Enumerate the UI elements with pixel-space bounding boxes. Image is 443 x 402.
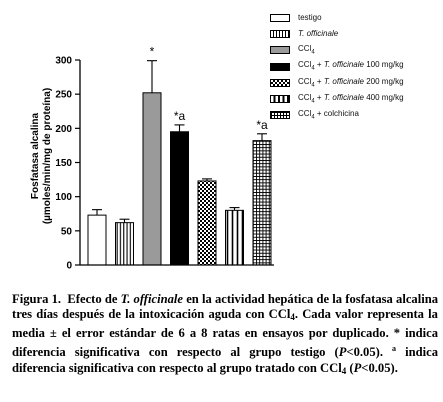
bar-chart: Fosfatasa alcalina (µmoles/min/mg de pro… bbox=[30, 45, 274, 272]
y-axis-label-line2: (µmoles/min/mg de proteína) bbox=[42, 88, 53, 224]
legend-item: testigo bbox=[270, 10, 404, 26]
legend-swatch bbox=[270, 111, 290, 120]
legend: testigo T. officinale CCl4 CCl4 + T. offici… bbox=[270, 10, 404, 123]
bar bbox=[170, 131, 189, 266]
caption-title-species: T. officinale bbox=[120, 292, 183, 306]
bar bbox=[252, 140, 272, 266]
legend-label: CCl4 + colchicina bbox=[298, 108, 359, 121]
bar bbox=[225, 209, 244, 266]
caption-text-d: ( bbox=[346, 360, 354, 375]
y-tick-label: 250 bbox=[55, 90, 72, 101]
legend-swatch bbox=[270, 62, 290, 71]
caption-title-sub: 4 bbox=[290, 312, 295, 323]
legend-item: CCl4 bbox=[270, 42, 404, 58]
caption-text-sub: 4 bbox=[341, 365, 347, 376]
y-tick-label: 50 bbox=[61, 226, 73, 237]
legend-label: CCl4 + T. officinale 200 mg/kg bbox=[298, 76, 404, 89]
caption-sup-a: a bbox=[392, 344, 397, 354]
y-tick-label: 150 bbox=[55, 158, 72, 169]
caption-text-e: <0.05). bbox=[361, 360, 398, 375]
figure-caption: Figura 1. Efecto de T. officinale en la … bbox=[12, 292, 438, 379]
legend-item: CCl4 + T. officinale 400 mg/kg bbox=[270, 91, 404, 107]
legend-swatch bbox=[270, 46, 290, 55]
legend-swatch bbox=[270, 78, 290, 87]
caption-title-a: Efecto de bbox=[67, 292, 118, 306]
y-tick-label: 100 bbox=[55, 192, 72, 203]
y-tick-label: 0 bbox=[66, 261, 72, 272]
bars-group: * *a *a bbox=[87, 45, 272, 266]
legend-label: CCl4 + T. officinale 400 mg/kg bbox=[298, 92, 404, 105]
significance-label: *a bbox=[256, 118, 268, 132]
y-axis-ticks: 0 50 100 150 200 250 300 bbox=[55, 56, 80, 272]
legend-label: CCl4 + T. officinale 100 mg/kg bbox=[298, 60, 404, 72]
legend-label: T. officinale bbox=[298, 29, 339, 39]
caption-text-b: <0.05). bbox=[346, 345, 393, 360]
legend-item: CCl4 + T. officinale 100 mg/kg bbox=[270, 59, 404, 75]
caption-text-a: . Cada valor representa la media ± el er… bbox=[12, 307, 438, 360]
bar bbox=[115, 222, 134, 266]
legend-item: CCl4 + colchicina bbox=[270, 107, 404, 123]
legend-item: CCl4 + T. officinale 200 mg/kg bbox=[270, 75, 404, 91]
caption-text-c: indica diferencia significativa con resp… bbox=[12, 345, 438, 375]
bar bbox=[142, 92, 162, 266]
y-tick-label: 300 bbox=[55, 56, 72, 67]
bar bbox=[197, 180, 217, 266]
legend-label: testigo bbox=[298, 13, 322, 23]
caption-title-b: en la actividad hepática de la fosfatasa… bbox=[12, 292, 439, 322]
significance-label: *a bbox=[174, 109, 186, 123]
legend-swatch bbox=[270, 14, 290, 23]
caption-p-label-2: P bbox=[353, 360, 362, 375]
caption-p-label: P bbox=[338, 345, 347, 360]
legend-swatch bbox=[270, 30, 290, 39]
legend-item: T. officinale bbox=[270, 26, 404, 42]
legend-swatch bbox=[270, 95, 290, 104]
y-tick-label: 200 bbox=[55, 124, 72, 135]
significance-label: * bbox=[150, 45, 155, 59]
figure-label: Figura 1. bbox=[12, 292, 62, 306]
y-axis-label-line1: Fosfatasa alcalina bbox=[30, 112, 41, 199]
bar bbox=[87, 214, 107, 266]
legend-label: CCl4 bbox=[298, 44, 315, 56]
